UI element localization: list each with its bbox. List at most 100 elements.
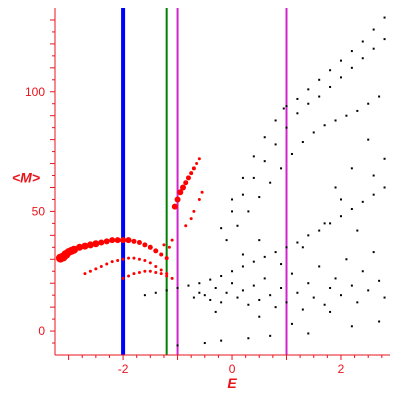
data-point: [225, 239, 228, 242]
data-point: [323, 222, 326, 225]
data-point: [214, 310, 217, 313]
highlight-point: [143, 269, 147, 273]
data-point: [285, 301, 288, 304]
data-point: [350, 66, 353, 69]
data-point: [334, 277, 337, 280]
data-point: [258, 239, 261, 242]
highlight-point: [121, 276, 125, 280]
data-point: [307, 282, 310, 285]
highlight-point: [167, 245, 171, 249]
highlight-point: [120, 237, 127, 244]
data-point: [241, 193, 244, 196]
data-point: [334, 186, 337, 189]
highlight-point: [200, 190, 204, 194]
data-point: [312, 131, 315, 134]
data-point: [209, 278, 212, 281]
highlight-point: [147, 244, 153, 250]
data-point: [372, 47, 375, 50]
highlight-point: [88, 269, 92, 273]
data-point: [296, 241, 299, 244]
data-point: [361, 57, 364, 60]
data-point: [241, 253, 244, 256]
data-point: [307, 234, 310, 237]
highlight-point: [164, 256, 169, 261]
data-point: [241, 265, 244, 268]
x-axis-label: E: [227, 375, 237, 391]
x-tick-label: 2: [338, 362, 345, 376]
highlight-point: [171, 203, 178, 210]
highlight-point: [83, 272, 87, 276]
data-point: [296, 291, 299, 294]
highlight-point: [98, 239, 105, 246]
data-point: [220, 227, 223, 230]
data-point: [263, 255, 266, 258]
data-point: [378, 279, 381, 282]
data-point: [350, 325, 353, 328]
data-point: [383, 38, 386, 41]
data-point: [356, 301, 359, 304]
highlight-point: [197, 197, 201, 201]
highlight-point: [132, 256, 136, 260]
data-point: [231, 198, 234, 201]
data-point: [361, 200, 364, 203]
data-point: [301, 246, 304, 249]
highlight-point: [136, 240, 142, 246]
data-point: [372, 251, 375, 254]
data-point: [203, 342, 206, 345]
highlight-point: [81, 242, 89, 250]
data-point: [252, 284, 255, 287]
data-point: [269, 334, 272, 337]
highlight-point: [189, 171, 194, 176]
data-point: [247, 303, 250, 306]
highlight-point: [192, 209, 196, 213]
data-point: [280, 286, 283, 289]
data-point: [165, 289, 168, 292]
data-point: [252, 260, 255, 263]
y-tick-label: 0: [38, 324, 45, 338]
data-point: [356, 109, 359, 112]
data-point: [318, 265, 321, 268]
data-point: [241, 176, 244, 179]
data-point: [269, 294, 272, 297]
data-point: [220, 275, 223, 278]
data-point: [187, 284, 190, 287]
data-point: [345, 114, 348, 117]
data-point: [318, 229, 321, 232]
data-point: [231, 270, 234, 273]
point-series: [143, 16, 386, 347]
highlight-point: [184, 224, 188, 228]
data-point: [274, 306, 277, 309]
data-point: [312, 296, 315, 299]
data-point: [285, 126, 288, 129]
data-point: [290, 272, 293, 275]
data-point: [263, 160, 266, 163]
data-point: [372, 174, 375, 177]
highlighted-series: [55, 157, 204, 280]
highlight-point: [197, 157, 201, 161]
highlight-point: [170, 238, 174, 242]
highlight-point: [127, 256, 131, 260]
data-point: [231, 210, 234, 213]
data-point: [301, 308, 304, 311]
highlight-point: [165, 274, 169, 278]
highlight-point: [121, 257, 125, 261]
data-point: [274, 251, 277, 254]
data-point: [236, 296, 239, 299]
data-point: [192, 296, 195, 299]
data-point: [285, 246, 288, 249]
highlight-point: [159, 252, 164, 257]
data-point: [307, 102, 310, 105]
data-point: [318, 95, 321, 98]
data-point: [280, 263, 283, 266]
data-point: [258, 196, 261, 199]
data-point: [372, 193, 375, 196]
data-point: [209, 298, 212, 301]
data-point: [329, 310, 332, 313]
highlight-point: [185, 175, 191, 181]
data-point: [176, 286, 179, 289]
highlight-point: [162, 243, 166, 247]
highlight-point: [195, 162, 199, 166]
data-point: [285, 105, 288, 108]
highlight-point: [105, 262, 109, 266]
